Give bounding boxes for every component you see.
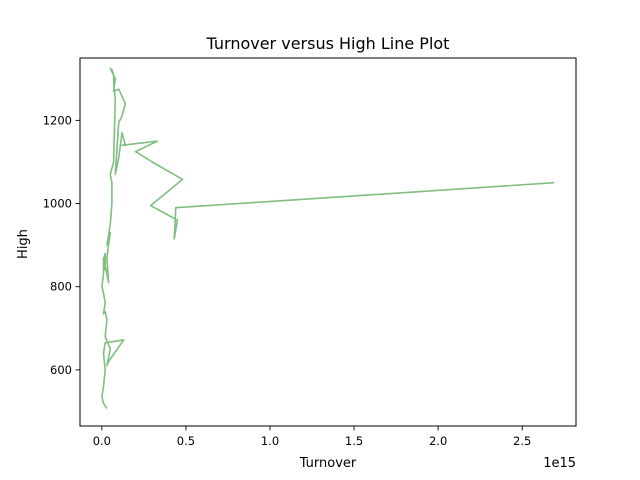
- chart-title: Turnover versus High Line Plot: [206, 34, 450, 53]
- x-axis-label: Turnover: [299, 456, 357, 471]
- y-tick-label: 1200: [43, 113, 72, 127]
- y-tick-label: 1000: [43, 197, 72, 211]
- x-tick-label: 1.0: [261, 434, 279, 448]
- x-axis-offset-label: 1e15: [543, 456, 576, 471]
- series-line-0: [101, 67, 555, 409]
- x-tick-label: 0.0: [93, 434, 111, 448]
- y-tick-label: 600: [50, 363, 72, 377]
- x-tick-label: 1.5: [345, 434, 363, 448]
- plot-area: [101, 67, 555, 409]
- x-axis: 0.0 0.5 1.0 1.5 2.0 2.5: [93, 426, 531, 448]
- y-tick-label: 800: [50, 280, 72, 294]
- x-tick-label: 2.0: [429, 434, 447, 448]
- axes-frame: [79, 57, 577, 427]
- x-tick-label: 2.5: [513, 434, 531, 448]
- y-axis: 600 800 1000 1200: [43, 113, 80, 377]
- x-tick-label: 0.5: [177, 434, 195, 448]
- y-axis-label: High: [16, 229, 31, 259]
